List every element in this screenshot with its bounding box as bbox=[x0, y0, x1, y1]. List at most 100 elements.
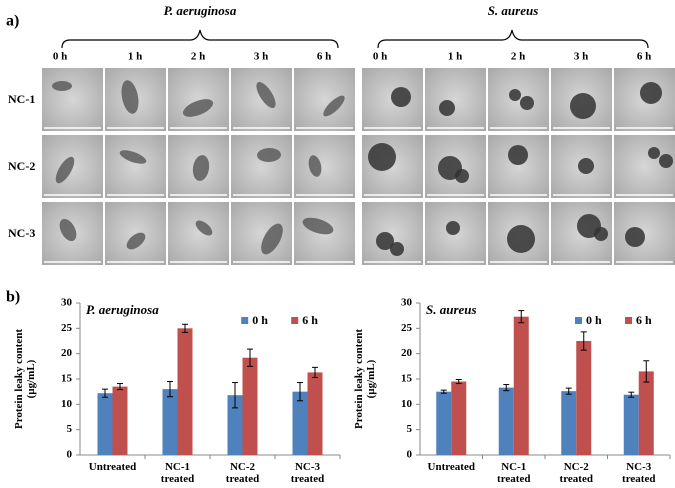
bar bbox=[513, 316, 529, 455]
error-bar bbox=[455, 379, 462, 385]
cell bbox=[391, 87, 411, 107]
micrograph-bg bbox=[425, 68, 486, 131]
cell bbox=[121, 80, 139, 114]
micrograph bbox=[551, 68, 612, 131]
error-bar bbox=[117, 383, 123, 391]
micrograph bbox=[231, 68, 292, 131]
y-tick-label: 10 bbox=[61, 398, 73, 410]
time-label: 2 h bbox=[511, 51, 525, 63]
micrograph-bg bbox=[105, 135, 166, 198]
micrograph-bg bbox=[294, 135, 355, 198]
micrograph bbox=[425, 135, 486, 198]
micrograph bbox=[231, 135, 292, 198]
brace bbox=[377, 29, 649, 49]
chart-title: P. aeruginosa bbox=[86, 302, 159, 317]
micrograph-bg bbox=[294, 68, 355, 131]
y-tick-label: 25 bbox=[401, 322, 413, 334]
error-bar bbox=[102, 388, 108, 398]
micrograph bbox=[425, 68, 486, 131]
micrograph-bg bbox=[168, 202, 229, 265]
cell bbox=[261, 223, 283, 255]
micrograph bbox=[488, 202, 549, 265]
cell bbox=[308, 155, 322, 177]
y-tick-label: 0 bbox=[407, 449, 413, 461]
cell bbox=[509, 89, 521, 101]
cell bbox=[119, 150, 147, 164]
x-tick-label: Untreated bbox=[88, 461, 137, 473]
x-tick-label: NC-2 treated bbox=[225, 461, 260, 485]
legend-label: 6 h bbox=[636, 313, 652, 327]
panel-label: b) bbox=[6, 289, 20, 306]
error-bar bbox=[247, 348, 253, 367]
cell bbox=[376, 232, 394, 250]
bar bbox=[638, 371, 654, 455]
y-tick-label: 15 bbox=[401, 373, 413, 385]
time-label: 1 h bbox=[448, 51, 462, 63]
micrograph bbox=[294, 202, 355, 265]
bar bbox=[623, 394, 639, 455]
cell bbox=[578, 158, 594, 174]
y-axis-title: Protein leaky content (µg/mL) bbox=[13, 329, 37, 430]
time-label: 3 h bbox=[574, 51, 588, 63]
error-bar bbox=[440, 389, 447, 394]
bar bbox=[227, 395, 243, 455]
error-bar bbox=[503, 384, 510, 392]
cell bbox=[446, 221, 460, 235]
micrograph bbox=[551, 135, 612, 198]
bar bbox=[436, 391, 452, 455]
cell bbox=[455, 169, 469, 183]
micrograph-bg bbox=[231, 135, 292, 198]
micrograph bbox=[362, 202, 423, 265]
bar bbox=[451, 381, 467, 455]
legend-swatch bbox=[625, 317, 632, 324]
time-label: 3 h bbox=[254, 51, 268, 63]
micrograph bbox=[42, 68, 103, 131]
x-tick-label: NC-3 treated bbox=[290, 461, 325, 485]
cell bbox=[182, 99, 214, 117]
micrograph bbox=[168, 68, 229, 131]
x-tick-label: NC-2 treated bbox=[559, 461, 593, 485]
y-tick-label: 0 bbox=[67, 449, 73, 461]
bar bbox=[576, 341, 592, 455]
error-bar bbox=[580, 331, 587, 351]
y-tick-label: 20 bbox=[401, 347, 413, 359]
micrograph bbox=[168, 202, 229, 265]
legend-swatch bbox=[241, 317, 249, 324]
micrograph-bg bbox=[42, 68, 103, 131]
y-tick-label: 10 bbox=[401, 398, 413, 410]
organism-label: P. aeruginosa bbox=[164, 3, 237, 18]
legend-label: 0 h bbox=[252, 313, 268, 327]
cell bbox=[192, 155, 210, 181]
panel-label: a) bbox=[6, 13, 19, 30]
error-bar bbox=[182, 323, 188, 333]
micrograph bbox=[614, 202, 675, 265]
micrograph-bg bbox=[105, 202, 166, 265]
bar bbox=[307, 372, 323, 455]
cell bbox=[507, 225, 535, 253]
error-bar bbox=[628, 391, 635, 398]
cell bbox=[195, 220, 213, 236]
micrograph bbox=[614, 135, 675, 198]
micrograph bbox=[551, 202, 612, 265]
legend-swatch bbox=[575, 317, 582, 324]
time-label: 1 h bbox=[128, 51, 142, 63]
cell bbox=[390, 242, 404, 256]
x-tick-label: Untreated bbox=[427, 461, 475, 473]
micrograph bbox=[231, 202, 292, 265]
micrograph bbox=[362, 68, 423, 131]
bar bbox=[112, 386, 128, 455]
bar bbox=[498, 387, 514, 455]
cell bbox=[126, 232, 146, 250]
micrograph bbox=[105, 202, 166, 265]
error-bar bbox=[643, 360, 650, 383]
cell bbox=[508, 145, 528, 165]
error-bar bbox=[297, 382, 303, 402]
error-bar bbox=[312, 366, 318, 378]
y-tick-label: 15 bbox=[61, 373, 73, 385]
bar bbox=[561, 391, 577, 455]
chart-title: S. aureus bbox=[426, 302, 477, 317]
time-label: 6 h bbox=[317, 51, 331, 63]
bar bbox=[292, 391, 308, 455]
micrograph bbox=[294, 135, 355, 198]
